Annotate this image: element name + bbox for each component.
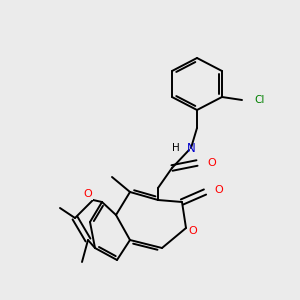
Text: O: O	[207, 158, 216, 168]
Text: Cl: Cl	[254, 95, 264, 105]
Text: O: O	[84, 189, 92, 199]
Text: O: O	[189, 226, 197, 236]
Text: O: O	[214, 185, 223, 195]
Text: H: H	[172, 143, 180, 153]
Text: N: N	[187, 142, 195, 155]
